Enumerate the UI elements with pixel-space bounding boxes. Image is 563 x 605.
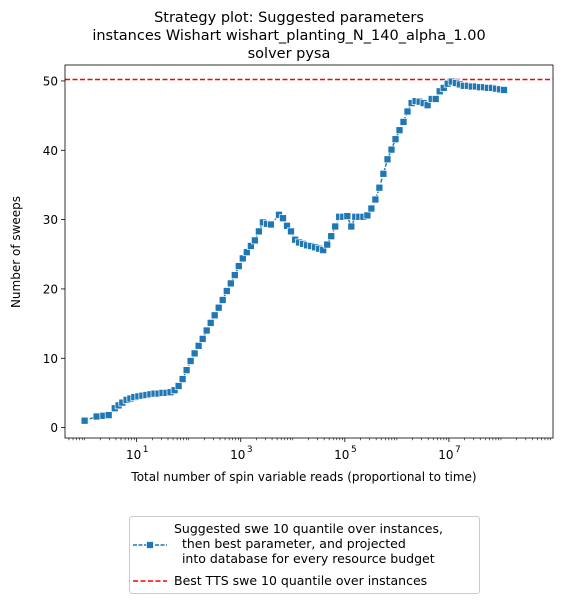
data-point-25 (195, 342, 202, 349)
data-point-23 (187, 358, 194, 365)
x-tick-exponent: 1 (143, 445, 149, 455)
data-point-75 (400, 118, 407, 125)
x-tick-exponent: 3 (247, 445, 253, 455)
x-tick-label: 10 (438, 448, 453, 462)
x-tick-label: 10 (334, 448, 349, 462)
plot-frame (65, 65, 553, 438)
data-point-20 (175, 383, 182, 390)
y-tick-label: 30 (43, 213, 58, 227)
data-point-33 (227, 280, 234, 287)
data-point-70 (380, 170, 387, 177)
legend-entry-best-tts: Best TTS swe 10 quantile over instances (130, 573, 479, 589)
data-point-47 (288, 228, 295, 235)
data-point-21 (179, 376, 186, 383)
legend: Suggested swe 10 quantile over instances… (129, 516, 480, 594)
data-point-66 (364, 212, 371, 219)
x-tick-exponent: 5 (351, 445, 357, 455)
legend-swatch-suggested (132, 537, 168, 553)
data-point-74 (396, 127, 403, 134)
data-point-40 (255, 228, 262, 235)
x-tick-exponent: 7 (455, 445, 461, 455)
data-point-58 (332, 223, 339, 230)
data-point-30 (215, 304, 222, 311)
data-point-67 (368, 205, 375, 212)
y-tick-label: 20 (43, 282, 58, 296)
data-point-56 (324, 241, 331, 248)
data-point-27 (203, 327, 210, 334)
data-point-61 (344, 213, 351, 220)
y-ticks: 0 10 20 30 40 50 (43, 74, 65, 435)
data-point-29 (211, 312, 218, 319)
data-point-76 (404, 108, 411, 115)
data-point-34 (231, 272, 238, 279)
title-line-3: solver pysa (248, 46, 331, 62)
y-tick-label: 40 (43, 144, 58, 158)
data-point-1 (93, 413, 100, 420)
chart-title: Strategy plot: Suggested parameters inst… (92, 10, 485, 62)
data-point-57 (328, 233, 335, 240)
title-line-1: Strategy plot: Suggested parameters (154, 10, 424, 26)
legend-label-suggested: Suggested swe 10 quantile over instances… (174, 521, 443, 566)
data-point-0 (81, 417, 88, 424)
data-point-35 (235, 263, 242, 270)
x-axis-label: Total number of spin variable reads (pro… (130, 470, 476, 484)
data-point-32 (223, 288, 230, 295)
y-tick-label: 0 (50, 421, 58, 435)
data-point-71 (384, 156, 391, 163)
data-point-73 (392, 136, 399, 143)
title-line-2: instances Wishart wishart_planting_N_140… (92, 28, 485, 44)
data-point-100 (501, 87, 508, 94)
data-point-39 (251, 237, 258, 244)
data-point-3 (105, 412, 112, 419)
data-point-22 (183, 367, 190, 374)
data-point-24 (191, 350, 198, 357)
data-point-43 (267, 221, 274, 228)
data-point-62 (348, 223, 355, 230)
legend-label-best-tts: Best TTS swe 10 quantile over instances (174, 573, 427, 588)
data-point-69 (376, 184, 383, 191)
data-point-31 (219, 297, 226, 304)
x-ticks: 10 1 10 3 10 5 10 7 (69, 438, 551, 462)
data-point-28 (207, 319, 214, 326)
x-tick-label: 10 (126, 448, 141, 462)
legend-entry-suggested: Suggested swe 10 quantile over instances… (130, 521, 479, 569)
suggested-line (85, 82, 504, 421)
x-tick-label: 10 (230, 448, 245, 462)
data-point-26 (199, 335, 206, 342)
data-point-68 (372, 196, 379, 203)
data-point-45 (280, 215, 287, 222)
series-layer (81, 78, 507, 424)
data-point-72 (388, 146, 395, 153)
legend-swatch-best-tts (132, 573, 168, 589)
y-tick-label: 10 (43, 352, 58, 366)
y-axis-label: Number of sweeps (9, 196, 23, 308)
y-tick-label: 50 (43, 74, 58, 88)
data-point-83 (432, 96, 439, 103)
